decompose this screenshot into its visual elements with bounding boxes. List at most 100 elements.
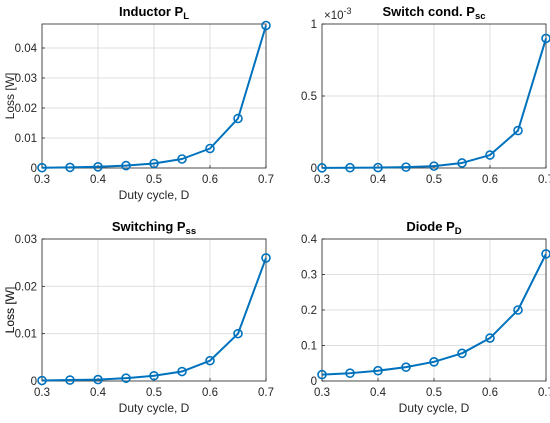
y-axis-label: Loss [W] xyxy=(3,287,17,334)
x-tick-label: 0.3 xyxy=(314,174,330,186)
y-tick-label: 0 xyxy=(311,163,317,175)
x-tick-label: 0.7 xyxy=(538,387,550,399)
x-tick-label: 0.4 xyxy=(370,174,387,186)
data-point xyxy=(485,333,495,343)
data-point xyxy=(457,158,467,168)
y-tick-label: 0 xyxy=(31,163,37,175)
subplot-2: 0.3 0.4 0.5 0.6 0.7 0 0.5 1 Switch cond. Psc ×10-… xyxy=(301,4,550,186)
y-axis-label: Loss [W] xyxy=(3,287,17,334)
y-tick-label: 0.01 xyxy=(15,329,37,341)
data-point xyxy=(261,253,271,263)
axes-frame xyxy=(41,238,267,382)
data-point xyxy=(429,161,439,171)
y-tick-label: 0 xyxy=(311,376,317,388)
data-point xyxy=(513,125,523,136)
data-point xyxy=(121,373,131,383)
y-tick-label: 0.2 xyxy=(301,305,317,317)
data-point xyxy=(485,150,495,160)
data-point xyxy=(149,370,159,381)
y-tick-label: 1 xyxy=(311,19,317,31)
data-point xyxy=(149,158,159,169)
series-line xyxy=(41,257,267,382)
data-point xyxy=(205,355,215,366)
y-tick-label: 0.02 xyxy=(15,103,37,115)
data-point xyxy=(65,162,75,173)
title-main: Switch cond. P xyxy=(382,4,475,19)
data-point xyxy=(93,162,103,172)
data-point xyxy=(317,369,327,380)
data-point xyxy=(401,162,411,172)
data-point xyxy=(429,357,439,367)
data-point xyxy=(233,113,243,124)
x-tick-label: 0.5 xyxy=(146,387,162,399)
x-tick-label: 0.4 xyxy=(370,387,387,399)
data-point xyxy=(541,249,550,259)
x-tick-label: 0.7 xyxy=(258,174,274,186)
title-main: Diode P xyxy=(406,219,455,234)
title-subscript: ss xyxy=(186,226,197,237)
x-tick-label: 0.6 xyxy=(482,387,498,399)
data-point xyxy=(345,368,355,378)
y-tick-label: 0.1 xyxy=(301,341,317,353)
data-point xyxy=(233,328,243,339)
data-point xyxy=(457,348,467,359)
y-tick-label: 0.4 xyxy=(301,234,318,246)
title-subscript: L xyxy=(183,11,189,22)
data-point xyxy=(177,366,187,377)
y-tick-label: 0 xyxy=(31,376,37,388)
axes-frame xyxy=(321,23,547,169)
data-point xyxy=(205,143,215,154)
data-point xyxy=(541,33,550,44)
x-tick-label: 0.3 xyxy=(34,387,50,399)
subplot-3: 0.3 0.4 0.5 0.6 0.7 0 0.01 0.02 0.03 Switching Ps… xyxy=(3,219,274,415)
y-axis-label: Loss [W] xyxy=(3,73,17,120)
y-tick-label: 0.03 xyxy=(15,73,37,85)
subplot-title: Diode PD xyxy=(406,219,461,237)
y-tick-label: 0.02 xyxy=(15,281,37,293)
exponent-base: ×10 xyxy=(324,10,344,22)
title-subscript: D xyxy=(455,226,462,237)
subplot-title: Inductor PL xyxy=(119,4,189,22)
series-line xyxy=(41,25,267,169)
x-tick-label: 0.3 xyxy=(314,387,330,399)
x-axis-label: Duty cycle, D xyxy=(119,401,190,415)
data-point xyxy=(177,154,187,164)
data-point xyxy=(93,374,103,385)
data-point xyxy=(373,365,383,376)
subplot-1: 0.3 0.4 0.5 0.6 0.7 0 0.01 0.02 0.03 0.04 Inductor… xyxy=(3,4,274,202)
x-tick-label: 0.6 xyxy=(202,174,218,186)
x-axis-label: Duty cycle, D xyxy=(119,188,190,202)
x-tick-label: 0.3 xyxy=(34,174,50,186)
y-exponent-label: ×10-3 xyxy=(324,6,352,22)
data-point xyxy=(373,162,383,173)
axes-frame xyxy=(321,238,547,382)
subplot-title: Switch cond. Psc xyxy=(382,4,485,22)
x-tick-label: 0.4 xyxy=(90,174,107,186)
subplot-4: 0.3 0.4 0.5 0.6 0.7 0 0.1 0.2 0.3 0.4 Diode PD Duty… xyxy=(3,219,550,415)
title-subscript: sc xyxy=(475,11,486,22)
y-tick-label: 0.04 xyxy=(15,43,38,55)
series-line xyxy=(321,38,547,169)
x-tick-label: 0.7 xyxy=(538,174,550,186)
subplot-title: Switching Pss xyxy=(112,219,196,237)
x-tick-label: 0.4 xyxy=(90,387,107,399)
x-tick-label: 0.6 xyxy=(482,174,498,186)
data-point xyxy=(37,375,47,386)
data-point xyxy=(401,362,411,372)
data-point xyxy=(65,375,75,385)
data-point xyxy=(513,305,523,315)
title-main: Switching P xyxy=(112,219,186,234)
y-tick-label: 0.03 xyxy=(15,234,37,246)
x-tick-label: 0.5 xyxy=(426,387,442,399)
data-point xyxy=(317,163,327,173)
y-tick-label: 0.3 xyxy=(301,270,317,282)
data-point xyxy=(261,20,271,31)
data-point xyxy=(345,162,355,173)
x-tick-label: 0.5 xyxy=(146,174,162,186)
y-tick-label: 0.01 xyxy=(15,133,37,145)
y-tick-label: 0.5 xyxy=(301,91,317,103)
x-tick-label: 0.7 xyxy=(258,387,274,399)
x-axis-label: Duty cycle, D xyxy=(399,401,470,415)
